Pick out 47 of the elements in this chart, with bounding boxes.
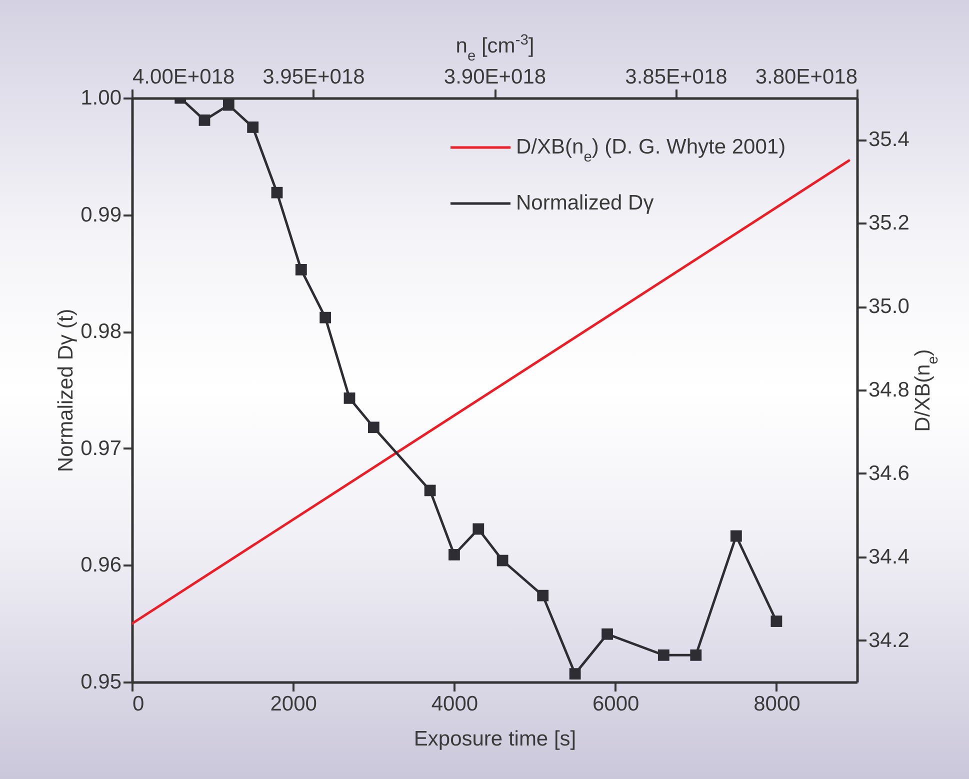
x-tick-label: 0 [132,692,144,716]
y2-tick-label: 34.4 [868,545,910,568]
point [569,668,581,680]
point [424,484,436,496]
point [658,649,670,661]
point [247,122,259,133]
x2-tick-label: 3.85E+018 [625,66,728,88]
y-tick-label: 1.00 [80,86,122,110]
x2-tick-label: 3.90E+018 [444,66,546,88]
y-tick-label: 0.99 [80,203,122,226]
x2-axis-title: n$_{e}$ [cm$^{-3}$] [456,32,534,64]
point [222,99,234,111]
y-tick-label: 0.95 [80,670,122,694]
x2-tick-label: 3.95E+018 [262,66,365,88]
x-tick-label: 4000 [431,692,478,716]
y2-tick-label: 34.2 [868,628,910,652]
y2-tick-label: 35.4 [868,128,910,152]
x-tick-label: 8000 [754,692,800,716]
y-tick-label: 0.96 [80,554,122,577]
x2-tick-label: 3.80E+018 [755,66,858,88]
point [730,530,742,542]
y-tick-label: 0.97 [80,436,122,460]
y2-tick-label: 34.6 [868,462,910,485]
point [295,264,307,276]
legend-label: Normalized Dγ [516,192,654,214]
y-tick-label: 0.98 [80,320,122,344]
point [537,590,549,602]
point [496,554,508,566]
point [271,186,283,198]
point [472,523,484,535]
point [690,649,702,661]
y2-tick-label: 35.0 [868,295,910,318]
x2-tick-label: 4.00E+018 [132,66,235,88]
x-tick-label: 2000 [270,692,317,716]
y-axis-title: Normalized Dγ (t) [54,308,78,472]
legend-label: D/XB(n$_{e}$) (D. G. Whyte 2001) [516,136,786,166]
point [770,616,782,627]
point [448,548,460,560]
x-tick-label: 6000 [592,692,640,716]
y2-tick-label: 35.2 [868,212,910,235]
point [344,392,356,404]
point [198,114,210,126]
point [602,628,613,640]
x-axis-title: Exposure time [s] [414,728,576,750]
y2-tick-label: 34.8 [868,378,910,402]
point [368,422,380,434]
point [320,312,332,324]
